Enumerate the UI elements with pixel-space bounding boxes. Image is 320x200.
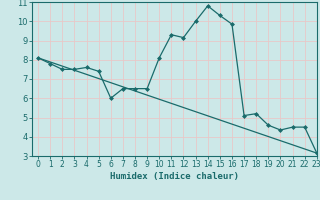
X-axis label: Humidex (Indice chaleur): Humidex (Indice chaleur) — [110, 172, 239, 181]
